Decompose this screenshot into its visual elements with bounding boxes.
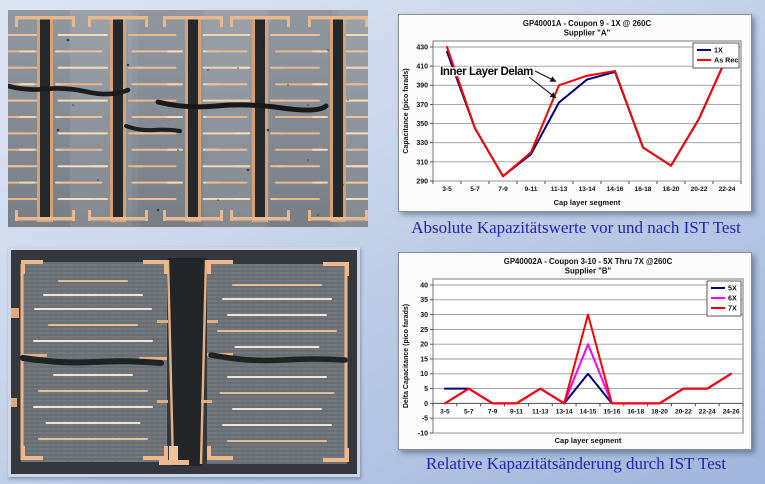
svg-text:10: 10: [420, 371, 428, 378]
specks: [56, 38, 349, 216]
micrograph-top-image: [8, 10, 368, 227]
svg-text:330: 330: [416, 140, 428, 147]
svg-text:7-9: 7-9: [498, 186, 508, 193]
pcb-cross-section-micrograph-bottom: [8, 247, 360, 477]
svg-text:430: 430: [416, 44, 428, 51]
delta-capacitance-line-chart: -10 -5 0 5 10 15 20 25 30 35 40 3-5 5-7 7-9 9-11 11-13 1…: [403, 257, 744, 445]
svg-text:22-24: 22-24: [699, 408, 716, 415]
svg-text:14-15: 14-15: [580, 408, 597, 415]
svg-text:5: 5: [424, 386, 428, 393]
chart-delta-capacitance: -10 -5 0 5 10 15 20 25 30 35 40 3-5 5-7 7-9 9-11 11-13 1…: [398, 252, 752, 450]
copper-traces: [8, 34, 368, 200]
center-via-barrel: [20, 258, 348, 466]
svg-text:16-18: 16-18: [635, 186, 652, 193]
x-axis-title: Cap layer segment: [555, 436, 622, 445]
svg-text:370: 370: [416, 102, 428, 109]
svg-text:Inner Layer Delam: Inner Layer Delam: [440, 66, 533, 78]
series-lines: [446, 46, 728, 178]
svg-text:5X: 5X: [728, 284, 737, 293]
svg-text:1X: 1X: [714, 46, 723, 55]
chart-title: GP40001A - Coupon 9 - 1X @ 260CSupplier …: [523, 19, 652, 207]
svg-text:14-16: 14-16: [607, 186, 624, 193]
svg-text:24-26: 24-26: [723, 408, 740, 415]
caption-relative-capacitance: Relative Kapazitätsänderung durch IST Te…: [425, 454, 727, 473]
pcb-cross-section-micrograph-top: [8, 10, 368, 227]
series-lines: [443, 313, 733, 405]
y-axis-title: Delta Capacitance (pico farads): [403, 304, 410, 408]
svg-text:7-9: 7-9: [488, 408, 498, 415]
svg-text:35: 35: [420, 297, 428, 304]
svg-text:410: 410: [416, 64, 428, 71]
svg-text:350: 350: [416, 121, 428, 128]
inner-traces: [33, 280, 337, 442]
micrograph-bottom-image: [11, 250, 357, 474]
svg-text:18-20: 18-20: [651, 408, 668, 415]
caption-absolute-capacitance: Absolute Kapazitätswerte vor und nach IS…: [411, 218, 741, 237]
svg-text:11-13: 11-13: [551, 186, 568, 193]
x-axis-title: Cap layer segment: [554, 198, 621, 207]
svg-text:13-14: 13-14: [556, 408, 573, 415]
chart-title: GP40002A - Coupon 3-10 - 5X Thru 7X @260…: [504, 257, 673, 445]
svg-text:18-20: 18-20: [663, 186, 680, 193]
svg-text:390: 390: [416, 83, 428, 90]
svg-text:20: 20: [420, 342, 428, 349]
svg-text:20-22: 20-22: [691, 186, 708, 193]
svg-text:As Rec: As Rec: [714, 56, 738, 65]
svg-text:13-14: 13-14: [579, 186, 596, 193]
svg-text:25: 25: [420, 327, 428, 334]
svg-text:290: 290: [416, 178, 428, 185]
svg-text:16-18: 16-18: [627, 408, 644, 415]
svg-text:-10: -10: [418, 430, 428, 437]
delamination-cracks: [8, 83, 329, 133]
svg-text:7X: 7X: [728, 304, 737, 313]
svg-text:5-7: 5-7: [470, 186, 480, 193]
series-line-as-rec: [446, 46, 728, 178]
chart-absolute-capacitance: 290 310 330 350 370 390 410 430 3-5 5-7 7-9 9-11 11-…: [398, 14, 752, 212]
y-axis-title: Capacitance (pico farads): [403, 68, 410, 153]
svg-text:9-11: 9-11: [510, 408, 523, 415]
svg-text:Supplier "A": Supplier "A": [564, 29, 611, 38]
svg-text:20-22: 20-22: [675, 408, 692, 415]
svg-text:-5: -5: [422, 416, 428, 423]
plot-area: 290 310 330 350 370 390 410 430 3-5 5-7 7-9 9-11 11-…: [416, 40, 742, 193]
plot-area: -10 -5 0 5 10 15 20 25 30 35 40 3-5 5-7 7-9 9-11 11-13 1…: [418, 278, 744, 437]
svg-text:Supplier "B": Supplier "B": [565, 267, 612, 276]
svg-text:0: 0: [424, 401, 428, 408]
svg-text:15-16: 15-16: [603, 408, 620, 415]
svg-text:310: 310: [416, 159, 428, 166]
absolute-capacitance-line-chart: 290 310 330 350 370 390 410 430 3-5 5-7 7-9 9-11 11-…: [403, 19, 742, 207]
svg-text:15: 15: [420, 356, 428, 363]
via-barrels: [15, 16, 368, 222]
svg-text:22-24: 22-24: [719, 186, 736, 193]
svg-text:30: 30: [420, 312, 428, 319]
annotation-inner-layer-delam: Inner Layer Delam: [439, 65, 557, 99]
svg-text:GP40002A - Coupon 3-10 - 5X Th: GP40002A - Coupon 3-10 - 5X Thru 7X @260…: [504, 257, 673, 266]
series-line-7x: [443, 313, 733, 405]
svg-text:40: 40: [420, 282, 428, 289]
svg-text:3-5: 3-5: [442, 186, 452, 193]
svg-text:9-11: 9-11: [525, 186, 538, 193]
svg-text:GP40001A - Coupon 9 - 1X @ 260: GP40001A - Coupon 9 - 1X @ 260C: [523, 19, 652, 28]
delamination-crack: [20, 352, 348, 366]
svg-text:6X: 6X: [728, 294, 737, 303]
svg-text:5-7: 5-7: [464, 408, 474, 415]
svg-text:11-13: 11-13: [532, 408, 549, 415]
svg-text:3-5: 3-5: [440, 408, 450, 415]
